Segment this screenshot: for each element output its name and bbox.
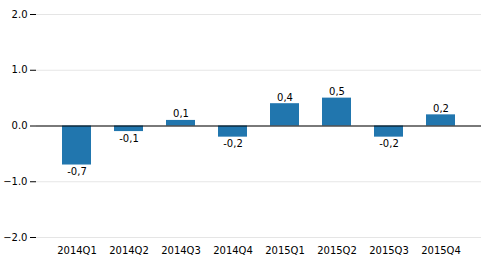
svg-text:0,4: 0,4 <box>277 92 293 103</box>
svg-text:1.0: 1.0 <box>12 64 28 75</box>
svg-text:2014Q2: 2014Q2 <box>109 245 149 256</box>
svg-text:-0,1: -0,1 <box>119 133 139 144</box>
svg-text:0,1: 0,1 <box>173 108 189 119</box>
svg-text:2015Q4: 2015Q4 <box>421 245 461 256</box>
svg-text:0,2: 0,2 <box>433 103 449 114</box>
svg-text:−1.0: −1.0 <box>3 176 27 187</box>
svg-text:0,5: 0,5 <box>329 86 345 97</box>
svg-text:-0,2: -0,2 <box>379 138 399 149</box>
svg-text:2014Q1: 2014Q1 <box>57 245 97 256</box>
svg-text:2015Q3: 2015Q3 <box>369 245 409 256</box>
svg-text:2015Q1: 2015Q1 <box>265 245 305 256</box>
svg-text:0.0: 0.0 <box>12 120 28 131</box>
svg-text:2.0: 2.0 <box>12 9 28 20</box>
svg-text:2015Q2: 2015Q2 <box>317 245 357 256</box>
svg-text:−2.0: −2.0 <box>3 232 27 243</box>
svg-text:2014Q3: 2014Q3 <box>161 245 201 256</box>
svg-text:-0,7: -0,7 <box>67 166 87 177</box>
svg-text:2014Q4: 2014Q4 <box>213 245 253 256</box>
svg-text:-0,2: -0,2 <box>223 138 243 149</box>
